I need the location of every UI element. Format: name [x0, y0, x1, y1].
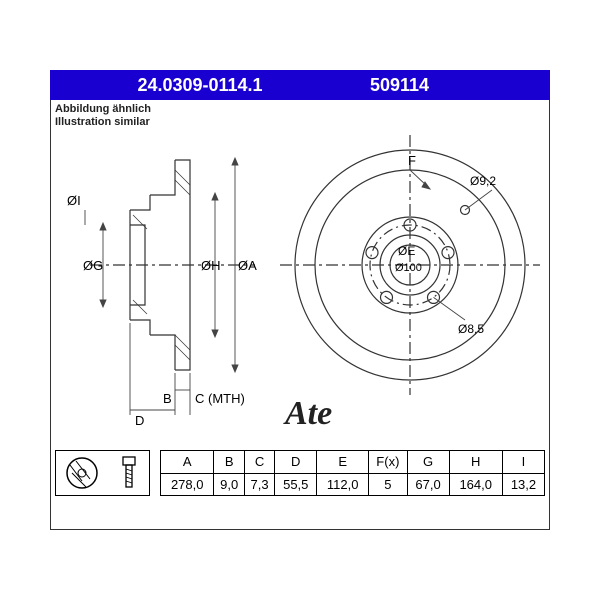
col-G: G: [407, 451, 449, 474]
label-phiG: ØG: [83, 258, 103, 273]
col-C: C: [244, 451, 274, 474]
label-phiH: ØH: [201, 258, 221, 273]
similar-line1: Abbildung ähnlich: [55, 103, 151, 116]
col-B: B: [214, 451, 244, 474]
col-E: E: [317, 451, 369, 474]
brand-logo: Ate: [285, 395, 332, 433]
bolt-icon: [115, 453, 143, 493]
val-Fx: 5: [369, 473, 407, 496]
header-bar: 24.0309-0114.1 509114: [50, 70, 550, 100]
label-phiE: ØE: [398, 244, 415, 258]
val-A: 278,0: [161, 473, 214, 496]
label-phiI: ØI: [67, 193, 81, 208]
label-B: B: [163, 391, 172, 406]
val-B: 9,0: [214, 473, 244, 496]
icon-cell: [55, 450, 150, 496]
label-F: F: [408, 153, 416, 168]
label-phi100: Ø100: [395, 262, 422, 274]
col-Fx: F(x): [369, 451, 407, 474]
col-H: H: [449, 451, 502, 474]
val-C: 7,3: [244, 473, 274, 496]
label-mth: C (MTH): [195, 391, 245, 406]
label-phi92: Ø9,2: [470, 174, 496, 188]
label-D: D: [135, 413, 144, 428]
val-H: 164,0: [449, 473, 502, 496]
part-number: 24.0309-0114.1: [50, 75, 350, 96]
spec-table: A B C D E F(x) G H I 278,0 9,0 7,3 55,5 …: [160, 450, 545, 496]
spec-panel: A B C D E F(x) G H I 278,0 9,0 7,3 55,5 …: [55, 450, 545, 496]
val-I: 13,2: [502, 473, 544, 496]
short-code: 509114: [350, 75, 550, 96]
val-G: 67,0: [407, 473, 449, 496]
val-D: 55,5: [275, 473, 317, 496]
spec-value-row: 278,0 9,0 7,3 55,5 112,0 5 67,0 164,0 13…: [161, 473, 545, 496]
spec-header-row: A B C D E F(x) G H I: [161, 451, 545, 474]
val-E: 112,0: [317, 473, 369, 496]
col-D: D: [275, 451, 317, 474]
label-phiA: ØA: [238, 258, 257, 273]
col-A: A: [161, 451, 214, 474]
disc-icon: [62, 453, 102, 493]
col-I: I: [502, 451, 544, 474]
label-phi85: Ø8,5: [458, 322, 484, 336]
